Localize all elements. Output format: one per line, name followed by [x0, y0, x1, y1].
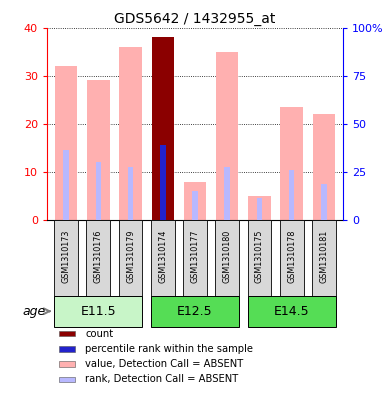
Bar [248, 296, 336, 327]
Bar [54, 220, 78, 296]
Bar [192, 191, 198, 220]
Text: GSM1310174: GSM1310174 [158, 230, 167, 283]
Bar [224, 167, 230, 220]
Bar [280, 220, 303, 296]
Bar [215, 220, 239, 296]
Bar [151, 220, 175, 296]
Bar [87, 220, 110, 296]
Bar [151, 296, 239, 327]
Bar [119, 47, 142, 220]
Text: GSM1310181: GSM1310181 [319, 230, 328, 283]
Bar [248, 196, 271, 220]
Text: count: count [85, 329, 113, 339]
Text: E11.5: E11.5 [81, 305, 116, 318]
Bar [128, 167, 133, 220]
Text: GSM1310177: GSM1310177 [190, 230, 200, 283]
Text: GSM1310179: GSM1310179 [126, 230, 135, 283]
Bar [321, 184, 327, 220]
Bar [96, 162, 101, 220]
Text: E14.5: E14.5 [274, 305, 309, 318]
Bar [183, 220, 207, 296]
Text: E12.5: E12.5 [177, 305, 213, 318]
Bar [55, 66, 77, 220]
Bar [54, 296, 142, 327]
Bar [58, 362, 74, 367]
Bar [58, 331, 74, 336]
Text: GSM1310180: GSM1310180 [223, 230, 232, 283]
Bar [160, 145, 166, 220]
Bar [248, 220, 271, 296]
Bar [313, 114, 335, 220]
Bar [184, 182, 206, 220]
Bar [216, 51, 239, 220]
Text: GSM1310178: GSM1310178 [287, 230, 296, 283]
Bar [312, 220, 336, 296]
Text: GSM1310175: GSM1310175 [255, 230, 264, 283]
Text: rank, Detection Call = ABSENT: rank, Detection Call = ABSENT [85, 374, 239, 384]
Bar [160, 145, 166, 220]
Text: GSM1310176: GSM1310176 [94, 230, 103, 283]
Text: value, Detection Call = ABSENT: value, Detection Call = ABSENT [85, 359, 244, 369]
Title: GDS5642 / 1432955_at: GDS5642 / 1432955_at [114, 13, 276, 26]
Text: percentile rank within the sample: percentile rank within the sample [85, 344, 254, 354]
Bar [289, 169, 294, 220]
Bar [58, 346, 74, 351]
Bar [151, 37, 174, 220]
Bar [257, 198, 262, 220]
Text: age: age [23, 305, 46, 318]
Bar [58, 376, 74, 382]
Text: GSM1310173: GSM1310173 [62, 230, 71, 283]
Bar [119, 220, 142, 296]
Bar [87, 81, 110, 220]
Bar [151, 37, 174, 220]
Bar [280, 107, 303, 220]
Bar [63, 150, 69, 220]
